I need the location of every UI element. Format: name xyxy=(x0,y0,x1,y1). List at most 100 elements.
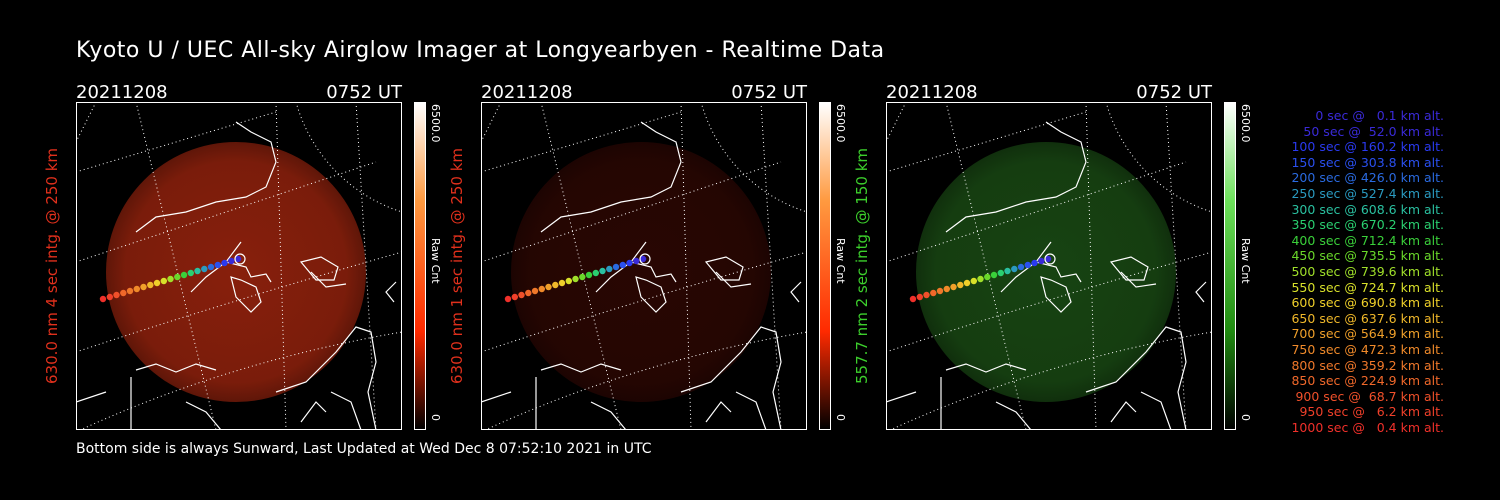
trajectory-dot xyxy=(1031,259,1038,267)
map-frame xyxy=(76,102,402,430)
legend-entry: 400 sec @ 712.4 km alt. xyxy=(1291,232,1444,248)
sky-disk xyxy=(916,142,1176,402)
coastline xyxy=(1109,256,1149,281)
trajectory-dot xyxy=(1038,257,1045,265)
colorbar-unit: Raw Cnt xyxy=(1239,238,1252,284)
coastline xyxy=(680,326,782,430)
coastline xyxy=(704,256,744,281)
trajectory-dot xyxy=(558,279,566,287)
graticule-line xyxy=(945,102,1027,430)
colorbar-min: 0 xyxy=(834,414,847,421)
legend-entry: 1000 sec @ 0.4 km alt. xyxy=(1291,419,1444,435)
trajectory-dot xyxy=(504,295,512,303)
trajectory-dot xyxy=(133,285,140,293)
panel-time: 0752 UT xyxy=(731,82,807,103)
legend-entry: 800 sec @ 359.2 km alt. xyxy=(1291,357,1444,373)
trajectory-dot xyxy=(963,279,971,287)
trajectory-dot xyxy=(228,257,235,265)
legend-entry: 350 sec @ 670.2 km alt. xyxy=(1291,217,1444,233)
map-canvas xyxy=(76,102,402,430)
graticule-line xyxy=(886,161,1187,263)
coastline xyxy=(590,401,627,430)
coastline xyxy=(945,363,1027,373)
trajectory-dot xyxy=(599,267,606,275)
graticule-line xyxy=(355,102,377,430)
trajectory-dot xyxy=(180,271,188,279)
sky-disk xyxy=(511,142,771,402)
panel-date: 20211208 xyxy=(886,82,978,103)
trajectory-dot xyxy=(612,263,620,271)
legend-entry: 250 sec @ 527.4 km alt. xyxy=(1291,185,1444,201)
legend-entry: 0 sec @ 0.1 km alt. xyxy=(1315,108,1444,123)
trajectory-dot xyxy=(113,291,120,299)
trajectory-dot xyxy=(140,283,147,291)
trajectory-dot xyxy=(531,287,539,295)
legend-entry: 750 sec @ 472.3 km alt. xyxy=(1291,341,1444,357)
coastline xyxy=(135,363,217,373)
coastline xyxy=(299,256,339,281)
panel-side-label: 630.0 nm 4 sec intg. @ 250 km xyxy=(42,102,62,430)
legend-entry: 150 sec @ 303.8 km alt. xyxy=(1291,154,1444,170)
airglow-panel-1: 20211208 0752 UT 630.0 nm 4 sec intg. @ … xyxy=(43,78,442,430)
trajectory-dot xyxy=(1044,255,1052,263)
map-canvas xyxy=(886,102,1212,430)
colorbar-max: 6500.0 xyxy=(429,104,442,143)
trajectory-dot xyxy=(194,267,201,275)
colorbar-unit: Raw Cnt xyxy=(429,238,442,284)
graticule-line xyxy=(76,251,402,353)
coastline xyxy=(1040,276,1072,313)
legend-entry: 300 sec @ 608.6 km alt. xyxy=(1291,201,1444,217)
trajectory-dot xyxy=(916,293,923,301)
trajectory-dot xyxy=(545,283,552,291)
coastline xyxy=(635,276,667,313)
trajectory-dot xyxy=(579,273,586,281)
trajectory-dot xyxy=(606,265,613,273)
coastline xyxy=(1035,261,1082,283)
allsky-map xyxy=(76,102,402,430)
trajectory-dot xyxy=(120,289,127,297)
station-marker xyxy=(639,253,651,265)
trajectory-dot xyxy=(923,291,930,299)
map-frame xyxy=(886,102,1212,430)
coastline xyxy=(185,401,222,430)
trajectory-dot xyxy=(909,295,917,303)
coastline xyxy=(715,271,752,288)
trajectory-dot xyxy=(943,285,950,293)
colorbar-max: 6500.0 xyxy=(834,104,847,143)
trajectory-dot xyxy=(538,285,545,293)
trajectory-dot xyxy=(997,269,1004,277)
station-marker xyxy=(234,253,246,265)
trajectory-dot xyxy=(626,259,633,267)
legend-entry: 950 sec @ 6.2 km alt. xyxy=(1299,404,1444,420)
trajectory-dot xyxy=(106,293,113,301)
legend-entry: 200 sec @ 426.0 km alt. xyxy=(1291,170,1444,186)
graticule-line xyxy=(886,102,907,143)
trajectory-dot xyxy=(552,281,559,289)
legend-entry: 50 sec @ 52.0 km alt. xyxy=(1303,123,1444,139)
panel-date: 20211208 xyxy=(76,82,168,103)
trajectory-dot xyxy=(977,275,984,283)
coastline xyxy=(310,271,347,288)
graticule-line xyxy=(76,161,377,263)
trajectory-dot xyxy=(126,287,134,295)
trajectory-dot xyxy=(167,275,174,283)
coastline xyxy=(275,326,377,430)
trajectory-dot xyxy=(957,281,964,289)
trajectory-dot xyxy=(160,277,167,285)
trajectory-dot xyxy=(970,277,977,285)
coastline xyxy=(385,281,397,303)
coastline xyxy=(995,401,1032,430)
page-title: Kyoto U / UEC All-sky Airglow Imager at … xyxy=(76,38,885,63)
legend-entry: 600 sec @ 690.8 km alt. xyxy=(1291,295,1444,311)
trajectory-dot xyxy=(1017,263,1025,271)
sky-disk xyxy=(106,142,366,402)
allsky-map xyxy=(481,102,807,430)
coastline xyxy=(1110,401,1137,423)
trajectory-dot xyxy=(207,263,215,271)
trajectory-dot xyxy=(525,289,532,297)
coastline xyxy=(540,121,682,233)
allsky-map xyxy=(886,102,1212,430)
trajectory-dot xyxy=(619,261,626,269)
graticule-line xyxy=(76,111,277,173)
trajectory-dot xyxy=(1024,261,1031,269)
